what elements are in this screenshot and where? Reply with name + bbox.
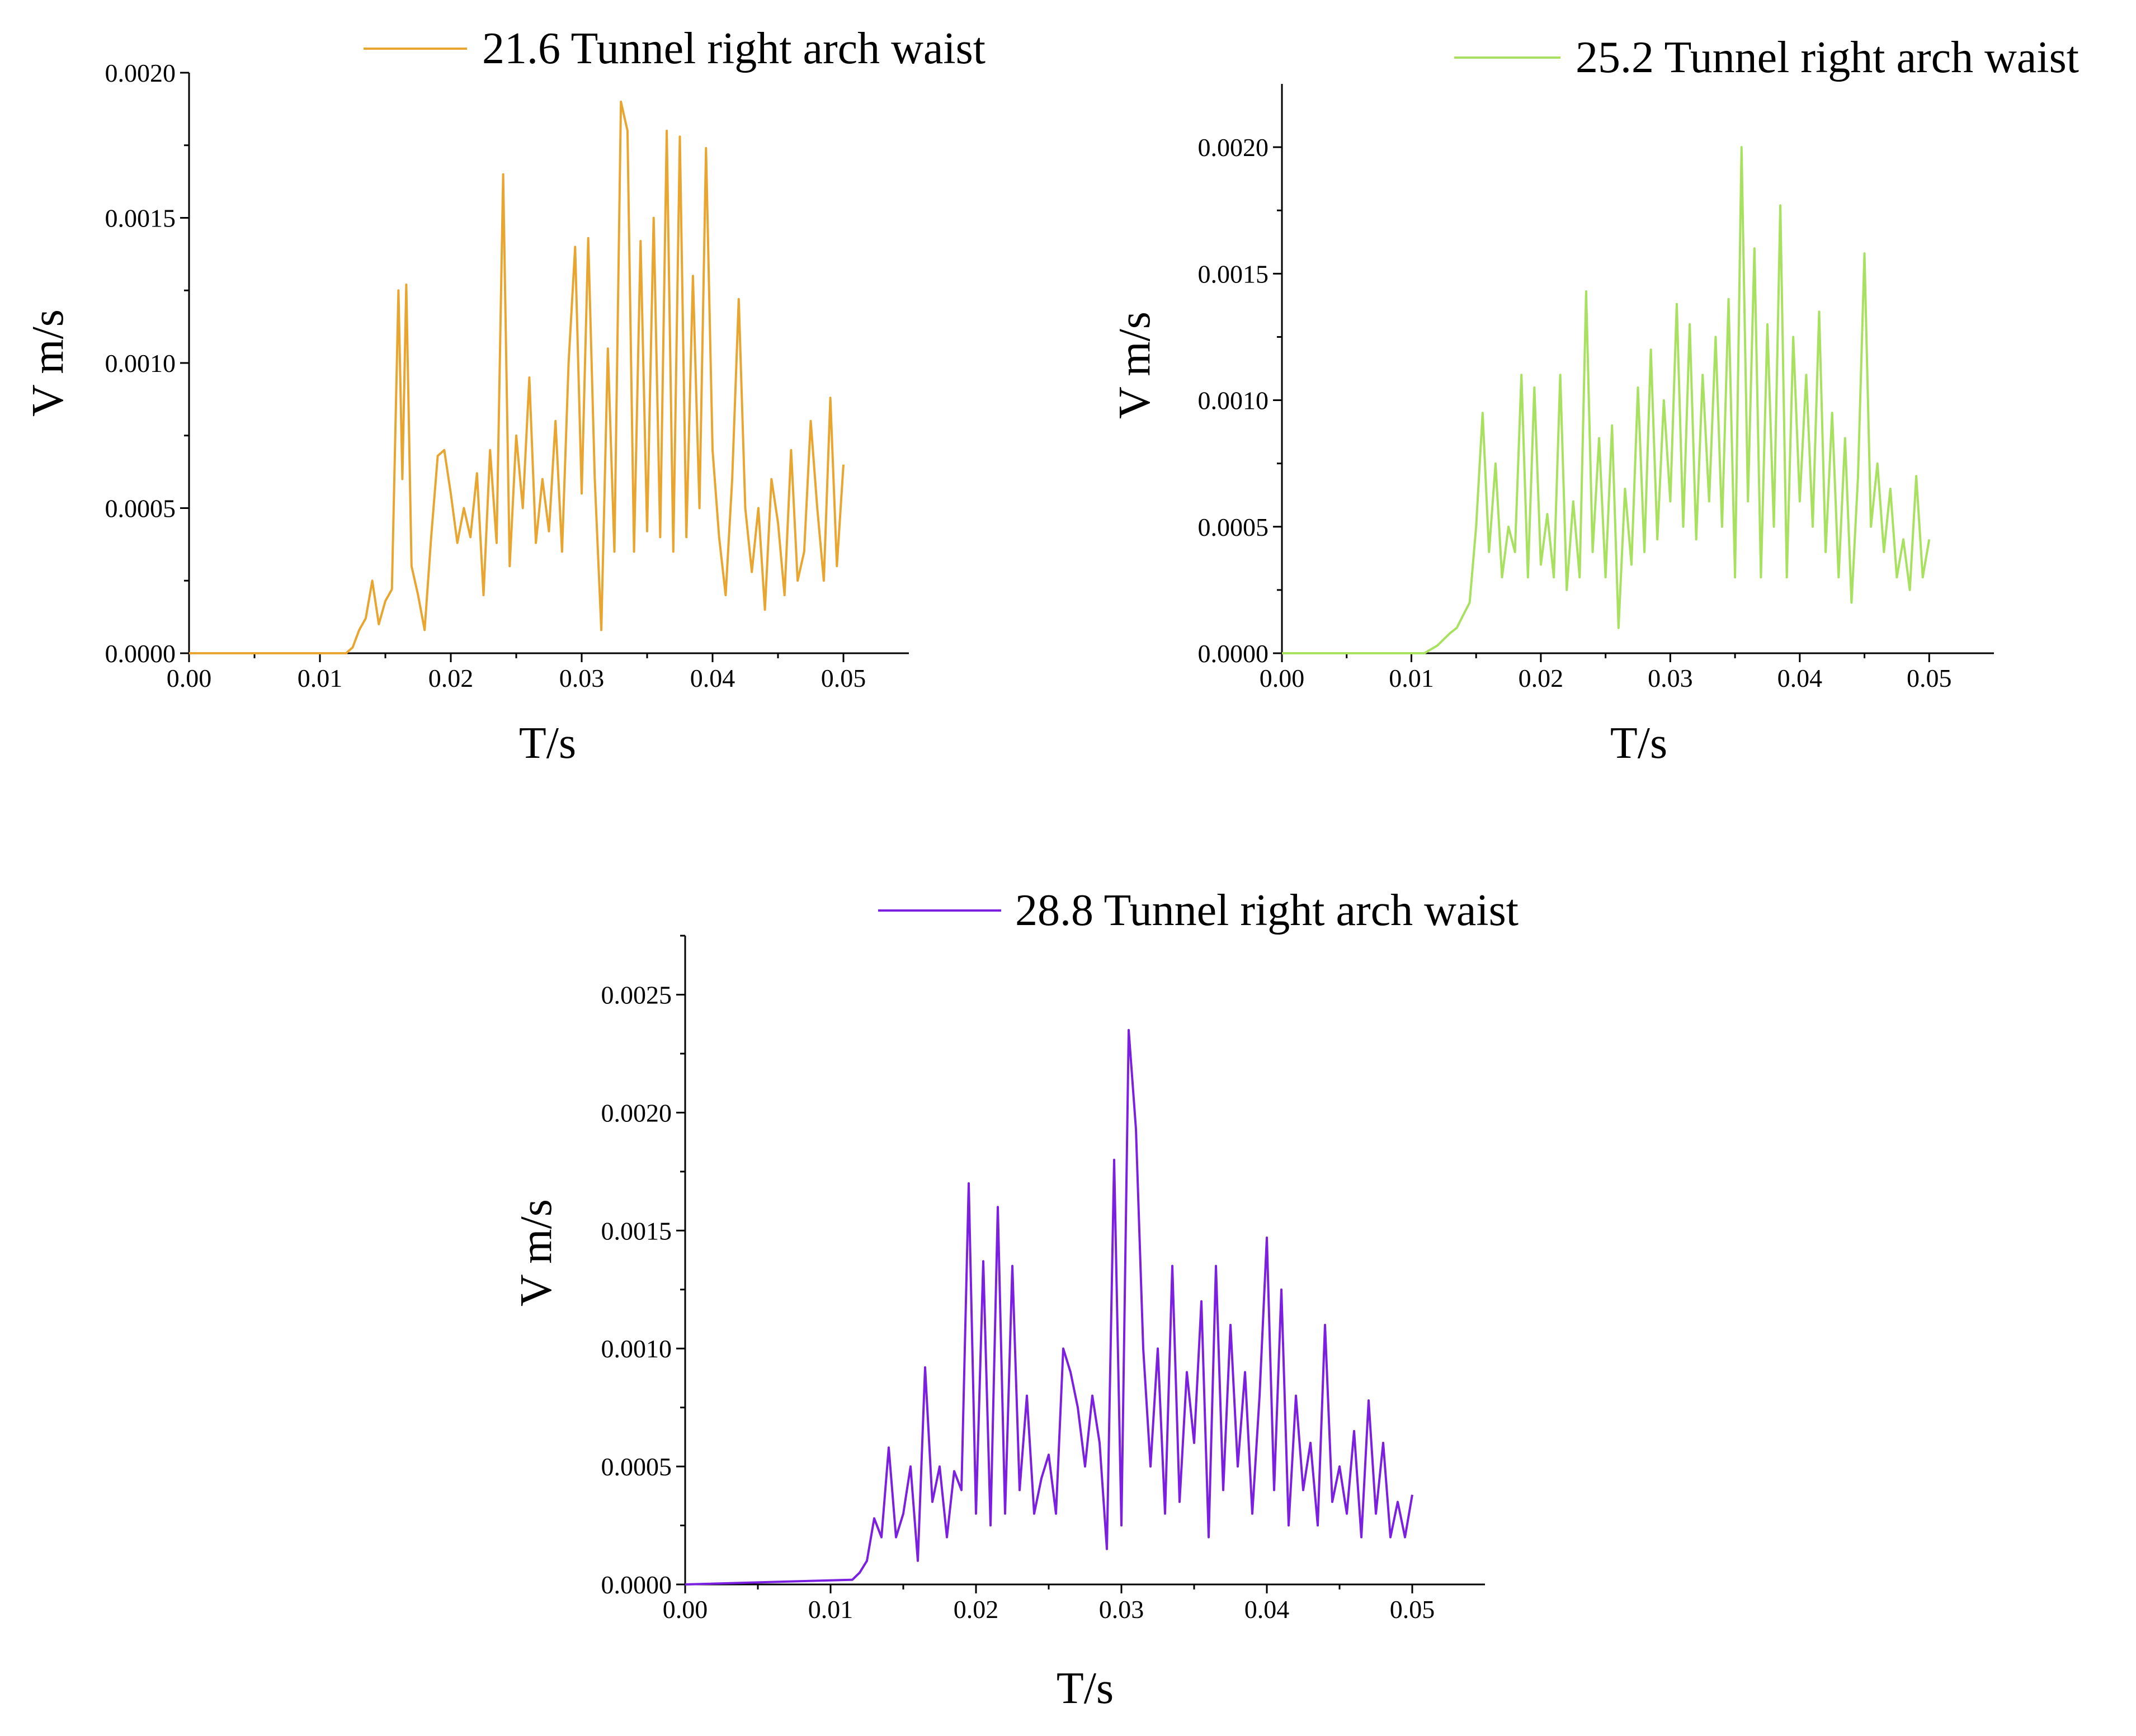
x-tick-label: 0.01: [1389, 664, 1434, 692]
y-tick-label: 0.0010: [601, 1334, 672, 1363]
x-tick-label: 0.04: [1244, 1595, 1290, 1624]
x-tick-label: 0.02: [954, 1595, 999, 1624]
x-tick-label: 0.01: [298, 664, 343, 692]
y-tick-label: 0.0005: [1198, 513, 1269, 541]
series-line: [685, 1029, 1413, 1586]
legend-label: 28.8 Tunnel right arch waist: [1015, 886, 1519, 935]
x-tick-label: 0.03: [559, 664, 605, 692]
x-tick-label: 0.02: [428, 664, 474, 692]
x-axis-label: T/s: [1610, 719, 1667, 768]
y-tick-label: 0.0000: [105, 639, 176, 668]
y-tick-label: 0.0015: [1198, 260, 1269, 288]
y-tick-label: 0.0025: [601, 980, 672, 1009]
y-tick-label: 0.0020: [1198, 133, 1269, 162]
y-tick-label: 0.0010: [105, 349, 176, 378]
y-tick-label: 0.0005: [601, 1452, 672, 1481]
y-axis-label: V m/s: [512, 1199, 561, 1306]
series-line: [1282, 146, 1931, 654]
y-tick-label: 0.0020: [601, 1098, 672, 1127]
x-tick-label: 0.02: [1519, 664, 1564, 692]
x-tick-label: 0.00: [167, 664, 212, 692]
x-tick-label: 0.03: [1648, 664, 1693, 692]
x-tick-label: 0.05: [821, 664, 866, 692]
x-tick-label: 0.00: [663, 1595, 708, 1624]
x-axis-label: T/s: [519, 719, 576, 768]
y-axis-label: V m/s: [23, 309, 73, 417]
x-axis-label: T/s: [1057, 1664, 1114, 1713]
y-tick-label: 0.0015: [601, 1216, 672, 1245]
chart-panel-2: 0.00 0.01 0.02 0.03 0.04 0.05 0.0000 0.0005 0.00…: [1110, 33, 2079, 768]
x-tick-label: 0.04: [1777, 664, 1823, 692]
y-axis-label: V m/s: [1110, 312, 1159, 419]
x-tick-label: 0.05: [1390, 1595, 1435, 1624]
series-line: [189, 100, 845, 654]
y-tick-label: 0.0020: [105, 59, 176, 87]
x-tick-label: 0.04: [690, 664, 735, 692]
y-tick-label: 0.0000: [1198, 639, 1269, 668]
y-tick-label: 0.0010: [1198, 386, 1269, 415]
y-tick-label: 0.0000: [601, 1570, 672, 1599]
x-tick-label: 0.05: [1907, 664, 1952, 692]
x-tick-label: 0.01: [808, 1595, 854, 1624]
y-tick-label: 0.0005: [105, 494, 176, 523]
chart-panel-3: 0.00 0.01 0.02 0.03 0.04 0.05 0.0000 0.0005 0.00…: [512, 886, 1519, 1713]
y-tick-label: 0.0015: [105, 204, 176, 233]
chart-panel-1: 0.00 0.01 0.02 0.03 0.04 0.05 0.0000 0.0005 0.00…: [23, 24, 986, 768]
x-tick-label: 0.03: [1099, 1595, 1144, 1624]
x-tick-label: 0.00: [1260, 664, 1305, 692]
legend-label: 21.6 Tunnel right arch waist: [482, 24, 986, 73]
legend-label: 25.2 Tunnel right arch waist: [1576, 33, 2079, 82]
